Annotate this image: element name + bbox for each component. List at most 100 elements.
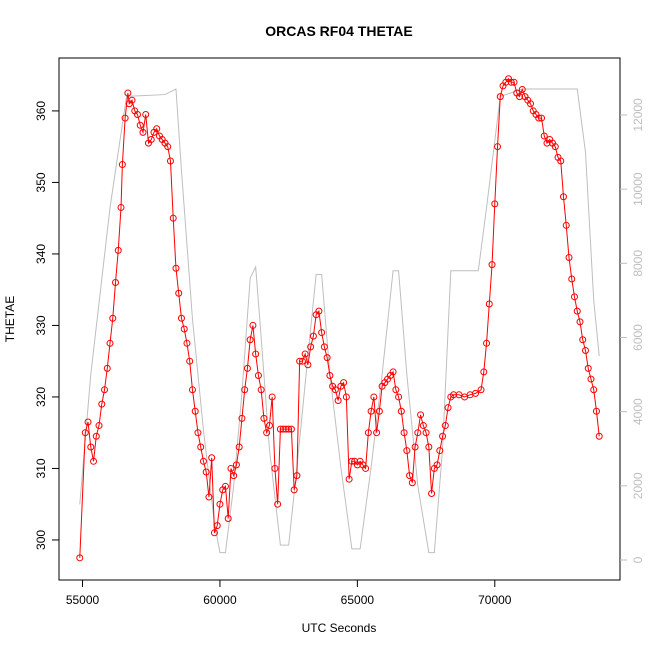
data-point [584,364,592,372]
data-point [483,339,491,347]
data-point [216,500,224,508]
data-point [494,143,502,151]
data-point [422,429,430,437]
data-point [117,203,125,211]
data-point [103,364,111,372]
data-point [320,343,328,351]
y2-tick-label: 12000 [631,98,645,132]
data-point [397,407,405,415]
data-point [480,368,488,376]
data-point [221,482,229,490]
y-axis-label: THETAE [3,296,17,342]
data-point [205,493,213,501]
series-line [79,88,600,554]
data-point [243,364,251,372]
data-point [340,379,348,387]
data-point [315,307,323,315]
data-point [444,404,452,412]
x-tick-label: 55000 [66,593,100,607]
data-point [551,143,559,151]
data-point [375,407,383,415]
data-point [98,400,106,408]
y-tick-label: 330 [34,315,48,335]
data-point [559,193,567,201]
data-point [106,339,114,347]
data-point [180,325,188,333]
data-point [345,475,353,483]
data-point [260,414,268,422]
x-axis-label: UTC Seconds [302,621,377,635]
data-point [76,554,84,562]
data-point [274,500,282,508]
data-point [510,78,518,86]
data-point [362,464,370,472]
data-point [568,275,576,283]
data-point [191,407,199,415]
data-point [527,100,535,108]
data-point [406,472,414,480]
data-point [477,386,485,394]
x-tick-label: 60000 [203,593,237,607]
y2-tick-label: 4000 [631,398,645,425]
data-point [271,464,279,472]
y2-tick-label: 8000 [631,250,645,277]
data-point [516,93,524,101]
data-point [285,425,293,433]
data-point [414,429,422,437]
data-point [485,300,493,308]
data-point [318,329,326,337]
data-point [472,389,480,397]
data-point [507,78,515,86]
data-point [573,307,581,315]
chart-title: ORCAS RF04 THETAE [265,23,413,39]
data-point [153,125,161,133]
data-point [142,110,150,118]
data-point [268,393,276,401]
data-point [395,393,403,401]
data-point [235,443,243,451]
data-point [121,114,129,122]
data-point [101,386,109,394]
data-point [373,429,381,437]
data-point [296,357,304,365]
data-point [133,110,141,118]
data-point [124,89,132,97]
data-point [307,343,315,351]
data-point [224,515,232,523]
data-point [367,407,375,415]
data-point [293,472,301,480]
x-tick-label: 65000 [341,593,375,607]
data-point [92,432,100,440]
data-point [565,254,573,262]
data-point [230,472,238,480]
data-point [595,432,603,440]
data-point [254,371,262,379]
data-point [518,85,526,93]
data-point [411,443,419,451]
data-point [246,336,254,344]
y2-tick-label: 2000 [631,472,645,499]
data-point [348,457,356,465]
data-point [202,468,210,476]
data-point [227,464,235,472]
data-point [199,457,207,465]
data-point [90,457,98,465]
data-point [439,432,447,440]
data-point [241,386,249,394]
data-point [249,321,257,329]
data-point [279,425,287,433]
data-point [186,357,194,365]
y-tick-label: 350 [34,172,48,192]
data-point [535,114,543,122]
data-point [208,454,216,462]
data-point [238,414,246,422]
data-point [304,361,312,369]
data-point [433,461,441,469]
data-point [290,486,298,494]
data-point [177,314,185,322]
data-point [112,279,120,287]
data-point [590,386,598,394]
